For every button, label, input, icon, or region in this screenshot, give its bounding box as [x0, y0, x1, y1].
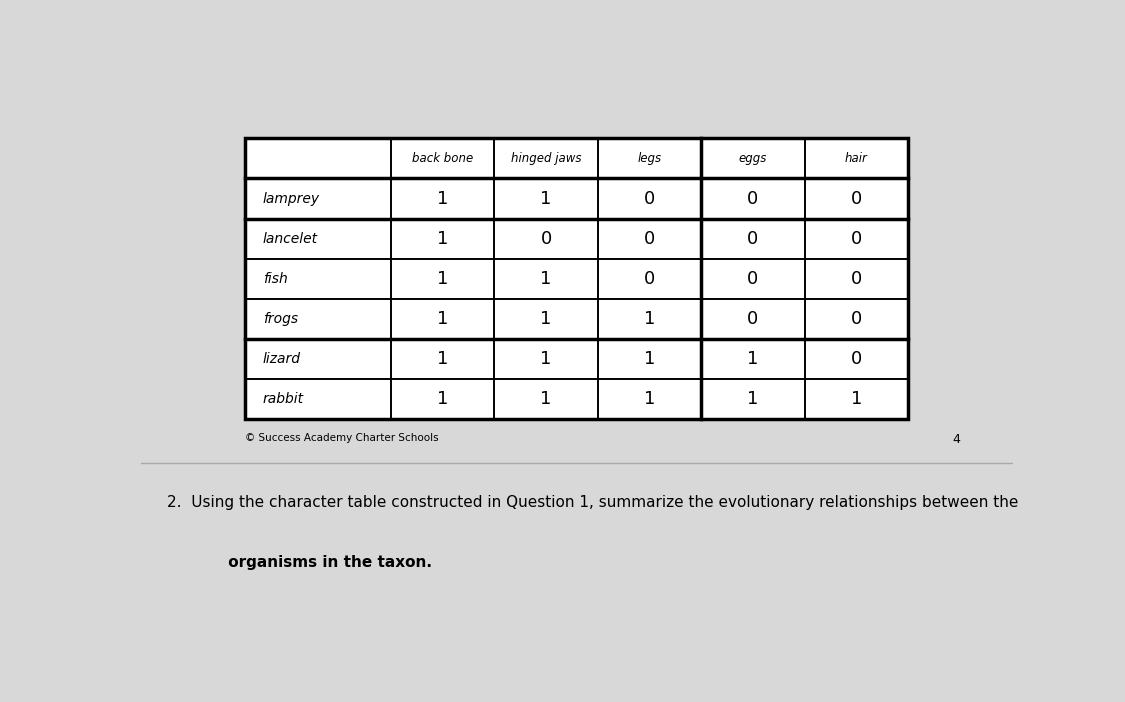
Bar — [245, 138, 392, 178]
Text: 0: 0 — [850, 350, 862, 368]
Bar — [494, 299, 597, 339]
Bar — [494, 259, 597, 299]
Text: hair: hair — [845, 152, 867, 165]
Text: 1: 1 — [850, 390, 862, 409]
Text: lizard: lizard — [263, 352, 300, 366]
Text: 1: 1 — [436, 270, 449, 288]
Text: 0: 0 — [850, 230, 862, 248]
Text: 1: 1 — [436, 390, 449, 409]
Bar — [392, 259, 494, 299]
Bar — [494, 138, 597, 178]
Text: 2.  Using the character table constructed in Question 1, summarize the evolution: 2. Using the character table constructed… — [166, 495, 1018, 510]
Bar — [392, 138, 494, 178]
Bar — [245, 259, 392, 299]
Bar — [804, 138, 908, 178]
Text: 1: 1 — [540, 310, 551, 328]
Text: 1: 1 — [644, 350, 655, 368]
Text: frogs: frogs — [263, 312, 298, 326]
Bar — [245, 339, 392, 379]
Text: 1: 1 — [436, 230, 449, 248]
Bar — [245, 299, 392, 339]
Bar — [804, 259, 908, 299]
Text: 0: 0 — [540, 230, 551, 248]
Bar — [245, 138, 908, 419]
Bar — [597, 218, 701, 259]
Bar — [804, 218, 908, 259]
Text: 1: 1 — [436, 310, 449, 328]
Text: eggs: eggs — [739, 152, 767, 165]
Bar — [597, 339, 701, 379]
Text: legs: legs — [638, 152, 661, 165]
Text: 1: 1 — [436, 350, 449, 368]
Bar — [701, 259, 804, 299]
Text: 0: 0 — [644, 270, 655, 288]
Text: 0: 0 — [747, 310, 758, 328]
Text: rabbit: rabbit — [263, 392, 304, 406]
Bar — [804, 379, 908, 419]
Bar — [392, 379, 494, 419]
Bar — [392, 178, 494, 218]
Text: 1: 1 — [540, 190, 551, 208]
Text: lamprey: lamprey — [263, 192, 319, 206]
Bar — [597, 138, 701, 178]
Text: 4: 4 — [952, 433, 961, 446]
Bar — [392, 299, 494, 339]
Text: fish: fish — [263, 272, 288, 286]
Bar — [804, 178, 908, 218]
Bar — [597, 299, 701, 339]
Text: organisms in the taxon.: organisms in the taxon. — [201, 555, 432, 569]
Bar — [701, 339, 804, 379]
Text: 1: 1 — [436, 190, 449, 208]
Text: 1: 1 — [540, 270, 551, 288]
Text: 1: 1 — [747, 350, 758, 368]
Bar — [392, 218, 494, 259]
Bar — [494, 379, 597, 419]
Text: lancelet: lancelet — [263, 232, 318, 246]
Text: 0: 0 — [850, 270, 862, 288]
Bar — [245, 218, 392, 259]
Text: back bone: back bone — [412, 152, 474, 165]
Bar — [804, 339, 908, 379]
Text: 0: 0 — [747, 190, 758, 208]
Bar — [392, 339, 494, 379]
Text: 0: 0 — [644, 230, 655, 248]
Text: 0: 0 — [644, 190, 655, 208]
Text: 1: 1 — [540, 350, 551, 368]
Bar — [701, 299, 804, 339]
Bar — [597, 259, 701, 299]
Bar — [494, 178, 597, 218]
Text: 0: 0 — [747, 270, 758, 288]
Bar — [245, 178, 392, 218]
Bar — [245, 138, 908, 419]
Text: 1: 1 — [644, 390, 655, 409]
Bar — [804, 299, 908, 339]
Bar — [701, 379, 804, 419]
Bar — [701, 138, 804, 178]
Bar — [701, 218, 804, 259]
Bar — [494, 339, 597, 379]
Text: 1: 1 — [747, 390, 758, 409]
Text: 0: 0 — [850, 310, 862, 328]
Text: 1: 1 — [540, 390, 551, 409]
Bar — [701, 178, 804, 218]
Bar — [597, 178, 701, 218]
Bar — [597, 379, 701, 419]
Text: 0: 0 — [850, 190, 862, 208]
Bar — [245, 379, 392, 419]
Text: hinged jaws: hinged jaws — [511, 152, 582, 165]
Text: 1: 1 — [644, 310, 655, 328]
Bar — [494, 218, 597, 259]
Text: 0: 0 — [747, 230, 758, 248]
Text: © Success Academy Charter Schools: © Success Academy Charter Schools — [245, 433, 439, 443]
